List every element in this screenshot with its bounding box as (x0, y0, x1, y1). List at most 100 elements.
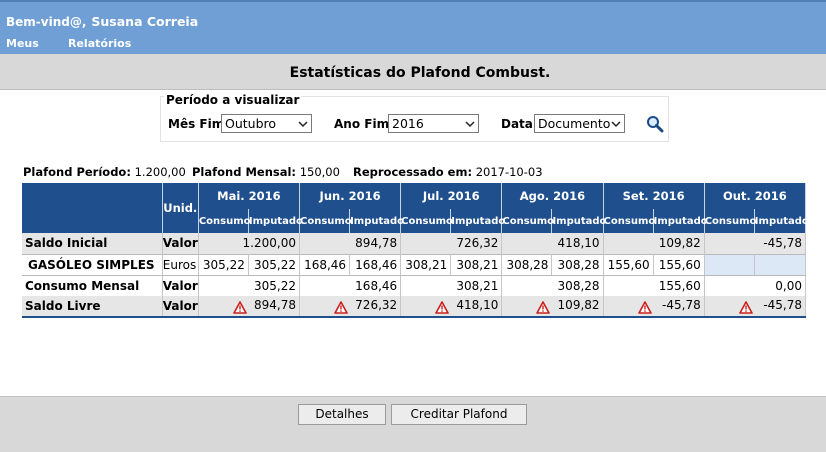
nav-relatorios[interactable]: Relatórios (68, 37, 132, 50)
imputado-cell (754, 253, 807, 276)
row-unit: Euros (162, 253, 199, 276)
saldo-inicial-value: 1.200,00 (198, 233, 300, 254)
saldo-livre-cell: 109,82 (501, 296, 604, 318)
plafond-periodo-value: 1.200,00 (134, 165, 186, 179)
data-value: Documento (538, 116, 611, 131)
imputado-header: Imputado (551, 209, 606, 233)
imputado-cell: 308,21 (450, 253, 503, 276)
user-name: Susana Correia (91, 14, 199, 29)
saldo-livre-value: -45,78 (662, 298, 701, 312)
period-legend: Período a visualizar (164, 93, 302, 107)
consumo-mensal-value: 0,00 (704, 275, 807, 296)
month-header: Set. 2016 (603, 183, 705, 209)
plafond-periodo: Plafond Período: 1.200,00 (23, 165, 186, 179)
chevron-down-icon (465, 121, 475, 128)
data-label: Data (501, 117, 533, 131)
saldo-inicial-value: 894,78 (299, 233, 402, 254)
reprocessado-value: 2017-10-03 (475, 165, 543, 179)
imputado-header: Imputado (349, 209, 404, 233)
reprocessado-label: Reprocessado em: (353, 165, 473, 179)
saldo-livre-value: -45,78 (763, 298, 802, 312)
saldo-livre-cell: 726,32 (299, 296, 402, 318)
imputado-header: Imputado (450, 209, 505, 233)
page-title: Estatísticas do Plafond Combust. (289, 65, 551, 81)
row-unit: Valor (162, 233, 199, 254)
consumo-header: Consumo (603, 209, 655, 233)
data-select[interactable]: Documento (534, 114, 625, 133)
warning-icon (233, 301, 247, 314)
plafond-mensal-label: Plafond Mensal: (192, 165, 297, 179)
ano-fim-value: 2016 (392, 116, 424, 131)
consumo-mensal-value: 155,60 (603, 275, 705, 296)
search-icon[interactable] (646, 115, 664, 133)
chevron-down-icon (611, 121, 621, 128)
consumo-header: Consumo (198, 209, 251, 233)
consumo-cell: 305,22 (198, 253, 249, 276)
consumo-header: Consumo (704, 209, 756, 233)
warning-icon (536, 301, 551, 314)
unit-header: Unid. (162, 183, 199, 233)
saldo-livre-cell: -45,78 (603, 296, 705, 318)
top-header: Bem-vind@, Susana Correia Meus Relatórios (0, 0, 826, 54)
table-row-saldo-inicial: Saldo Inicial Valor 1.200,00 894,78 726,… (22, 233, 807, 254)
month-header: Out. 2016 (704, 183, 807, 209)
imputado-cell: 155,60 (653, 253, 705, 276)
saldo-livre-value: 418,10 (456, 298, 499, 312)
saldo-livre-value: 109,82 (557, 298, 600, 312)
imputado-cell: 305,22 (248, 253, 300, 276)
consumo-header: Consumo (299, 209, 352, 233)
row-label: GASÓLEO SIMPLES (22, 253, 163, 276)
consumo-header: Consumo (400, 209, 453, 233)
row-label-header (22, 183, 163, 233)
warning-icon (738, 301, 753, 314)
table-row-gasoleo[interactable]: GASÓLEO SIMPLES Euros 305,22 305,22 168,… (22, 253, 807, 276)
month-header: Jun. 2016 (299, 183, 402, 209)
imputado-header: Imputado (653, 209, 708, 233)
nav-meus[interactable]: Meus (6, 37, 39, 50)
plafond-mensal-value: 150,00 (299, 165, 340, 179)
mes-fim-select[interactable]: Outubro (221, 114, 312, 133)
row-label: Saldo Livre (22, 296, 163, 318)
welcome-message: Bem-vind@, Susana Correia (6, 14, 198, 29)
month-header: Ago. 2016 (501, 183, 604, 209)
consumo-mensal-value: 168,46 (299, 275, 402, 296)
saldo-livre-cell: 894,78 (198, 296, 300, 318)
saldo-livre-cell: 418,10 (400, 296, 503, 318)
warning-icon (637, 301, 652, 314)
month-header: Jul. 2016 (400, 183, 503, 209)
credit-plafond-button[interactable]: Creditar Plafond (391, 404, 527, 425)
consumo-cell: 155,60 (603, 253, 654, 276)
statistics-table: Unid. Mai. 2016 Jun. 2016 Jul. 2016 Ago.… (22, 183, 809, 318)
consumo-cell: 308,28 (501, 253, 553, 276)
consumo-cell: 308,21 (400, 253, 452, 276)
saldo-inicial-value: 109,82 (603, 233, 705, 254)
consumo-mensal-value: 308,21 (400, 275, 503, 296)
title-bar: Estatísticas do Plafond Combust. (0, 54, 826, 90)
saldo-livre-value: 726,32 (355, 298, 398, 312)
chevron-down-icon (298, 121, 308, 128)
greeting-text: Bem-vind@, (6, 15, 87, 29)
row-unit: Valor (162, 296, 199, 318)
row-unit: Valor (162, 275, 199, 296)
row-label: Saldo Inicial (22, 233, 163, 254)
consumo-cell (704, 253, 755, 276)
saldo-livre-value: 894,78 (253, 298, 296, 312)
consumo-cell: 168,46 (299, 253, 351, 276)
imputado-cell: 168,46 (349, 253, 402, 276)
plafond-mensal: Plafond Mensal: 150,00 (192, 165, 340, 179)
ano-fim-select[interactable]: 2016 (388, 114, 479, 133)
row-label: Consumo Mensal (22, 275, 163, 296)
saldo-livre-cell: -45,78 (704, 296, 807, 318)
ano-fim-label: Ano Fim (334, 117, 390, 131)
mes-fim-value: Outubro (225, 116, 277, 131)
imputado-header: Imputado (754, 209, 809, 233)
table-row-consumo-mensal: Consumo Mensal Valor 305,22 168,46 308,2… (22, 275, 807, 296)
saldo-inicial-value: 418,10 (501, 233, 604, 254)
reprocessado: Reprocessado em: 2017-10-03 (353, 165, 543, 179)
consumo-mensal-value: 305,22 (198, 275, 300, 296)
imputado-cell: 308,28 (551, 253, 604, 276)
details-button[interactable]: Detalhes (298, 404, 386, 425)
plafond-periodo-label: Plafond Período: (23, 165, 131, 179)
consumo-mensal-value: 308,28 (501, 275, 604, 296)
saldo-inicial-value: -45,78 (704, 233, 807, 254)
